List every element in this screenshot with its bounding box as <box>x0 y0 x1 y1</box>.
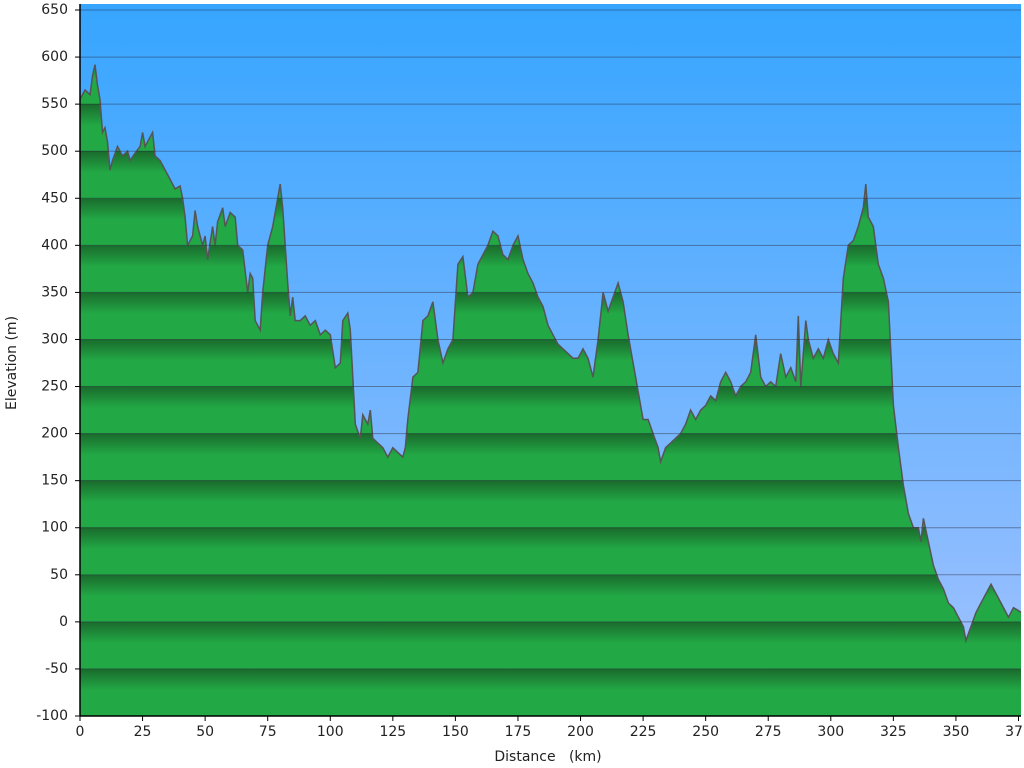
y-tick-label: 650 <box>41 2 68 18</box>
x-tick-label: 300 <box>817 724 844 740</box>
x-tick-label: 175 <box>505 724 532 740</box>
y-tick-label: 350 <box>41 284 68 300</box>
x-tick-label: 125 <box>379 724 406 740</box>
y-tick-label: 50 <box>50 567 68 583</box>
x-axis-title: Distance (km) <box>494 749 601 765</box>
y-tick-label: 600 <box>41 49 68 65</box>
y-tick-label: 100 <box>41 520 68 536</box>
x-tick-label: 100 <box>317 724 344 740</box>
y-tick-label: -100 <box>36 708 68 724</box>
y-tick-label: 0 <box>59 614 68 630</box>
y-axis-title: Elevation (m) <box>4 316 20 410</box>
x-tick-label: 0 <box>76 724 85 740</box>
x-tick-label: 375 <box>1005 724 1024 740</box>
x-tick-label: 225 <box>630 724 657 740</box>
y-tick-label: -50 <box>45 661 68 677</box>
elevation-area <box>80 64 1021 717</box>
y-tick-label: 250 <box>41 379 68 395</box>
y-tick-label: 150 <box>41 473 68 489</box>
y-tick-label: 400 <box>41 237 68 253</box>
x-tick-label: 200 <box>567 724 594 740</box>
y-tick-label: 200 <box>41 426 68 442</box>
x-tick-label: 25 <box>134 724 152 740</box>
x-tick-label: 50 <box>196 724 214 740</box>
elevation-line <box>79 64 1022 644</box>
y-tick-label: 450 <box>41 190 68 206</box>
x-tick-label: 75 <box>259 724 277 740</box>
y-tick-label: 550 <box>41 96 68 112</box>
y-tick-label: 300 <box>41 331 68 347</box>
y-tick-label: 500 <box>41 143 68 159</box>
x-tick-label: 275 <box>755 724 782 740</box>
x-tick-label: 150 <box>442 724 469 740</box>
x-tick-label: 250 <box>692 724 719 740</box>
x-tick-label: 350 <box>943 724 970 740</box>
x-tick-label: 325 <box>880 724 907 740</box>
